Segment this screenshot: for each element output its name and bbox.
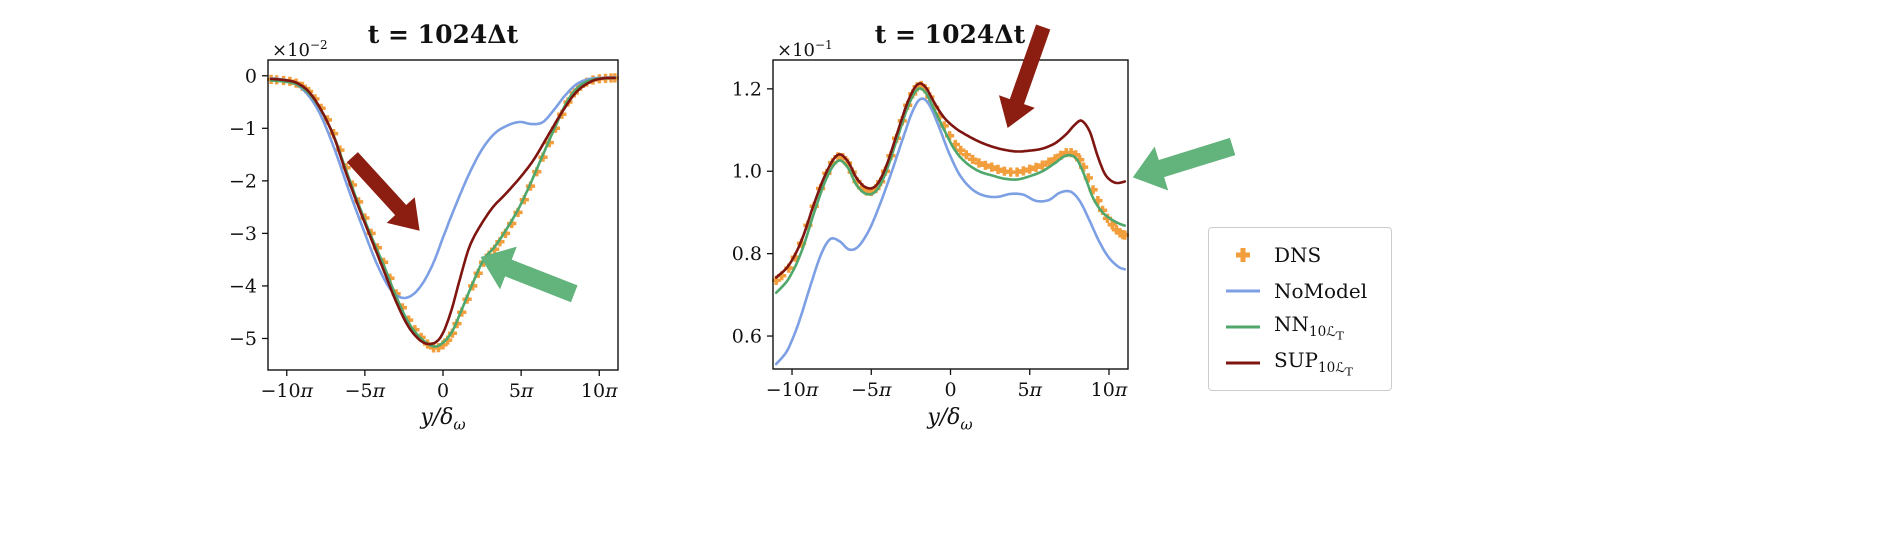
- annotation-arrow: [346, 152, 420, 231]
- legend: DNS NoModel NN10ℒT SUP10ℒT: [1208, 227, 1392, 391]
- left-y-offset-base: ×10: [272, 40, 310, 61]
- legend-label-sup10lt: SUP10ℒT: [1274, 347, 1353, 379]
- x-tick-label: 10π: [581, 380, 618, 402]
- annotation-arrow: [480, 246, 578, 303]
- x-tick-label: 0: [437, 380, 449, 402]
- series-group: [267, 73, 619, 353]
- y-tick-label: −4: [229, 275, 257, 297]
- axes-box: [267, 59, 619, 371]
- legend-label-nomodel: NoModel: [1274, 279, 1368, 303]
- y-tick-label: 1.0: [732, 161, 762, 183]
- plus-marker-icon: [1236, 248, 1250, 262]
- x-tick-label: 0: [944, 379, 956, 401]
- nomodel-line: [774, 97, 1127, 366]
- x-tick-label: 5π: [1017, 379, 1042, 401]
- right-x-axis-label-sub: ω: [960, 415, 973, 434]
- legend-label-dns: DNS: [1274, 243, 1322, 267]
- y-tick-label: −1: [229, 118, 257, 140]
- left-y-offset-label: ×10−2: [272, 38, 328, 61]
- sup10lt-line: [269, 76, 617, 346]
- nomodel-swatch: [1226, 289, 1260, 293]
- x-tick-label: −5π: [345, 380, 386, 402]
- right-x-axis-label-main: y/δ: [927, 405, 961, 430]
- right-y-offset-base: ×10: [777, 40, 815, 61]
- y-tick-label: 0.8: [732, 243, 762, 265]
- x-tick-label: 5π: [509, 380, 534, 402]
- legend-item-sup10lt: SUP10ℒT: [1223, 348, 1377, 378]
- right-x-axis-label: y/δω: [927, 405, 972, 433]
- legend-item-nomodel: NoModel: [1223, 276, 1377, 306]
- legend-item-dns: DNS: [1223, 240, 1377, 270]
- y-tick-label: −3: [229, 223, 257, 245]
- x-tick-label: −10π: [766, 379, 819, 401]
- legend-item-nn10lt: NN10ℒT: [1223, 312, 1377, 342]
- left-y-offset-exp: −2: [310, 38, 328, 52]
- nomodel-line: [269, 76, 617, 300]
- y-tick-label: 0.6: [732, 326, 762, 348]
- x-tick-label: 10π: [1091, 379, 1128, 401]
- nn10lt-swatch: [1226, 325, 1260, 329]
- right-chart-title: t = 1024Δt: [874, 20, 1026, 49]
- y-tick-label: 0: [245, 65, 257, 87]
- sup10lt-swatch: [1226, 361, 1260, 365]
- axes-box: [772, 59, 1129, 370]
- y-tick-label: 1.2: [732, 78, 762, 100]
- left-chart-title: t = 1024Δt: [367, 20, 519, 49]
- right-y-offset-exp: −1: [815, 38, 833, 52]
- x-tick-label: −10π: [260, 380, 313, 402]
- right-y-offset-label: ×10−1: [777, 38, 833, 61]
- series-group: [772, 80, 1129, 366]
- legend-label-nn10lt: NN10ℒT: [1274, 311, 1344, 343]
- annotation-arrow: [1132, 137, 1236, 191]
- sup10lt-line: [774, 82, 1127, 279]
- y-tick-label: −2: [229, 170, 257, 192]
- left-x-axis-label-main: y/δ: [420, 405, 454, 430]
- y-tick-label: −5: [229, 328, 257, 350]
- left-x-axis-label-sub: ω: [453, 415, 466, 434]
- dns-swatch: [1236, 248, 1250, 262]
- annotation-arrow: [999, 24, 1051, 128]
- x-tick-label: −5π: [851, 379, 892, 401]
- nn10lt-line: [774, 87, 1127, 295]
- left-x-axis-label: y/δω: [420, 405, 465, 433]
